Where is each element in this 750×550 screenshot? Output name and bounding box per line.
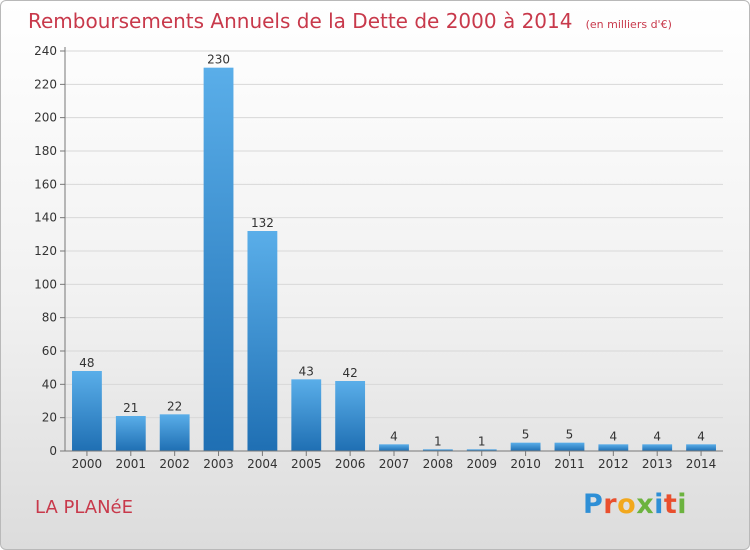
y-tick-label: 80 (42, 311, 57, 325)
x-tick-label: 2011 (554, 457, 585, 471)
logo-letter: x (636, 489, 655, 520)
bar-value-label: 4 (610, 429, 618, 443)
bar[interactable] (335, 381, 366, 451)
logo-letter: i (654, 489, 664, 520)
x-tick-label: 2006 (335, 457, 366, 471)
bar-value-label: 42 (342, 366, 357, 380)
bar[interactable] (554, 442, 585, 451)
bar-value-label: 5 (566, 428, 574, 442)
bar[interactable] (159, 414, 190, 451)
bar-value-label: 4 (390, 429, 398, 443)
bar[interactable] (115, 416, 146, 451)
x-tick-label: 2012 (598, 457, 629, 471)
x-tick-label: 2005 (291, 457, 322, 471)
x-tick-label: 2002 (159, 457, 190, 471)
x-tick-label: 2001 (116, 457, 147, 471)
x-tick-label: 2009 (466, 457, 497, 471)
chart-title-unit: (en milliers d'€) (585, 18, 672, 31)
bar[interactable] (598, 444, 629, 451)
bar-value-label: 21 (123, 401, 138, 415)
y-tick-label: 60 (42, 344, 57, 358)
y-tick-label: 160 (34, 177, 57, 191)
x-tick-label: 2007 (379, 457, 410, 471)
y-tick-label: 40 (42, 377, 57, 391)
y-tick-label: 120 (34, 244, 57, 258)
x-tick-label: 2000 (72, 457, 103, 471)
y-tick-label: 0 (49, 444, 57, 458)
bar-value-label: 1 (434, 434, 442, 448)
bar[interactable] (203, 67, 234, 452)
bar[interactable] (466, 449, 497, 451)
x-tick-label: 2008 (423, 457, 454, 471)
bar-value-label: 4 (653, 429, 661, 443)
place-name: LA PLANéE (35, 497, 133, 518)
x-tick-label: 2013 (642, 457, 673, 471)
bar[interactable] (686, 444, 716, 451)
y-tick-label: 100 (34, 277, 57, 291)
logo-letter: t (663, 489, 678, 520)
y-tick-label: 240 (34, 44, 57, 58)
x-tick-label: 2004 (247, 457, 278, 471)
logo-letter: r (603, 489, 618, 520)
proxiti-logo[interactable]: Proxiti (583, 489, 687, 520)
y-tick-label: 140 (34, 211, 57, 225)
bar-value-label: 48 (79, 356, 94, 370)
y-tick-label: 180 (34, 144, 57, 158)
y-tick-label: 20 (42, 411, 57, 425)
logo-letter: i (677, 489, 688, 520)
chart-title: Remboursements Annuels de la Dette de 20… (28, 9, 672, 33)
bar[interactable] (291, 379, 322, 451)
logo-letter: o (617, 489, 637, 520)
bar[interactable] (642, 444, 673, 451)
y-tick-label: 220 (34, 77, 57, 91)
logo-letter: P (583, 489, 604, 520)
bar[interactable] (247, 231, 278, 451)
bar-value-label: 5 (522, 428, 530, 442)
bar[interactable] (379, 444, 409, 451)
bar-value-label: 1 (478, 434, 486, 448)
bar[interactable] (422, 449, 453, 451)
bar-value-label: 4 (697, 429, 705, 443)
chart-title-main: Remboursements Annuels de la Dette de 20… (28, 9, 573, 33)
bar-value-label: 43 (299, 364, 314, 378)
x-tick-label: 2010 (510, 457, 541, 471)
bar[interactable] (510, 442, 541, 451)
bar-value-label: 22 (167, 399, 182, 413)
bar[interactable] (72, 371, 102, 451)
y-tick-label: 200 (34, 111, 57, 125)
x-tick-label: 2014 (686, 457, 717, 471)
x-tick-label: 2003 (203, 457, 234, 471)
bar-value-label: 230 (207, 53, 230, 67)
bar-value-label: 132 (251, 216, 274, 230)
